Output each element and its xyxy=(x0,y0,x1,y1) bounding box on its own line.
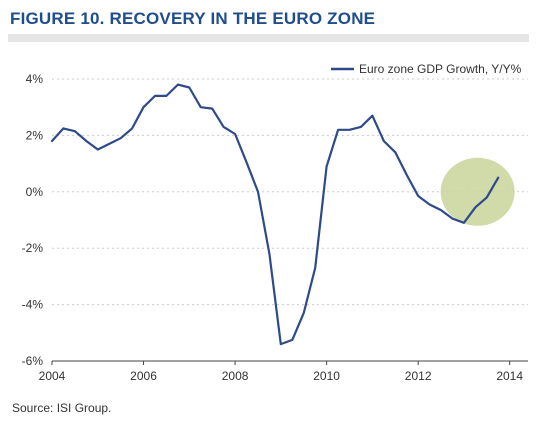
y-tick-label: 0% xyxy=(26,185,44,199)
x-tick-label: 2014 xyxy=(496,369,523,383)
source-note: Source: ISI Group. xyxy=(12,401,112,415)
x-tick-label: 2008 xyxy=(222,369,249,383)
x-tick-label: 2012 xyxy=(405,369,432,383)
title-divider xyxy=(8,34,529,42)
axes: 4% 2% 0% -2% -4% -6%2004 2006 2008 2010 2012 2014 xyxy=(22,72,528,383)
x-tick-label: 2010 xyxy=(313,369,340,383)
x-tick-label: 2006 xyxy=(130,369,157,383)
highlight-circle xyxy=(440,157,515,226)
legend: Euro zone GDP Growth, Y/Y% xyxy=(331,62,522,76)
x-tick-label: 2004 xyxy=(39,369,66,383)
series-line-euro-zone-gdp xyxy=(50,83,500,346)
y-tick-label: 4% xyxy=(26,72,44,86)
y-tick-label: 2% xyxy=(26,128,44,142)
y-tick-label: -2% xyxy=(22,241,44,255)
y-tick-label: -6% xyxy=(22,354,44,368)
highlight-layer xyxy=(440,157,515,226)
y-tick-label: -4% xyxy=(22,298,44,312)
legend-label: Euro zone GDP Growth, Y/Y% xyxy=(359,62,522,76)
figure-title: FIGURE 10. RECOVERY IN THE EURO ZONE xyxy=(10,9,376,28)
series-layer xyxy=(50,83,500,346)
